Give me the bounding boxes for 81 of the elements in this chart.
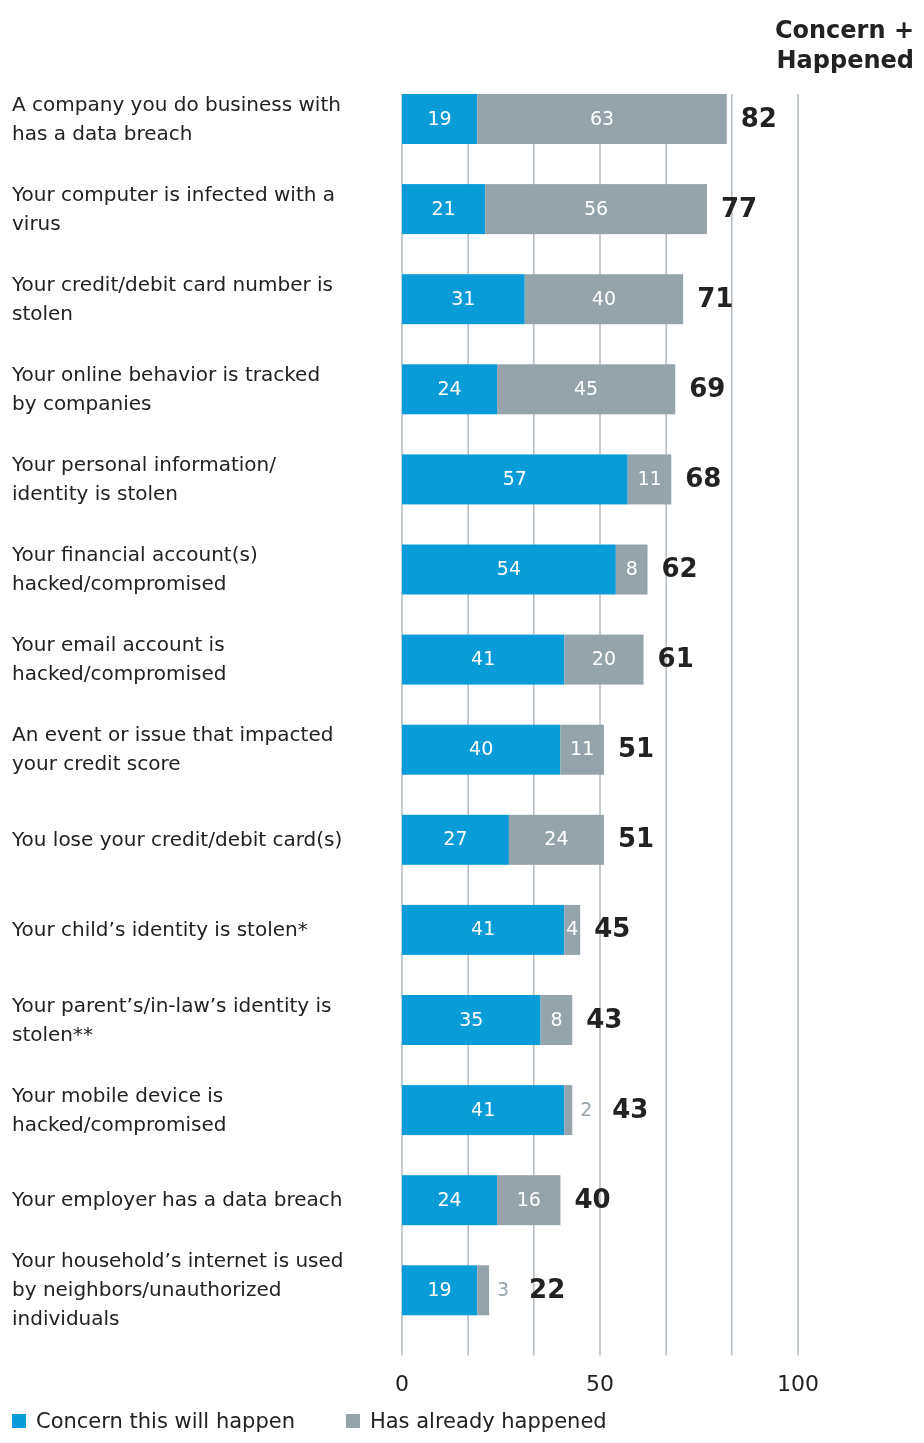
data-label: 19 xyxy=(427,1277,452,1300)
total-label: 51 xyxy=(617,823,655,854)
bar xyxy=(402,274,525,325)
data-label: 31 xyxy=(451,286,476,309)
total-label: 82 xyxy=(740,102,777,133)
y-tick-label: Your financial account(s) hacked/compromised xyxy=(11,541,258,595)
data-label: 41 xyxy=(471,917,496,940)
data-label: 16 xyxy=(516,1187,541,1210)
data-label: 11 xyxy=(570,737,595,760)
x-tick-label: 50 xyxy=(586,1371,614,1397)
total-label: 62 xyxy=(661,553,698,583)
bar xyxy=(402,634,565,685)
data-label: 8 xyxy=(550,1007,563,1030)
bar xyxy=(402,94,478,144)
y-tick-label: Your email account is hacked/compromised xyxy=(11,631,227,685)
data-label: 21 xyxy=(431,196,456,219)
data-label: 45 xyxy=(574,376,599,399)
total-label: 69 xyxy=(689,372,726,403)
y-tick-label: Your online behavior is tracked by companies xyxy=(11,361,321,415)
data-label: 11 xyxy=(637,466,662,489)
y-tick-label: Your parent’s/in-law’s identity is stolen** xyxy=(11,992,332,1045)
total-label: 51 xyxy=(617,733,655,764)
y-tick-label: Your household’s internet is used by neighbors/unauthorized individuals xyxy=(11,1247,344,1330)
bar xyxy=(477,1265,490,1316)
bar xyxy=(402,1085,565,1136)
bar xyxy=(402,724,561,775)
data-label: 20 xyxy=(591,647,617,670)
total-label: 68 xyxy=(685,462,722,493)
data-label: 3 xyxy=(497,1277,510,1300)
total-label: 71 xyxy=(697,282,734,313)
data-label: 41 xyxy=(471,647,496,670)
data-label: 57 xyxy=(502,466,527,489)
bar xyxy=(564,904,581,955)
data-label: 63 xyxy=(589,106,615,129)
data-label: 35 xyxy=(459,1007,484,1030)
bar xyxy=(402,1265,478,1316)
bar xyxy=(402,454,628,505)
total-label: 61 xyxy=(657,643,694,674)
y-tick-label: A company you do business with has a data breach xyxy=(12,91,341,144)
legend-label: Concern this will happen xyxy=(36,1409,295,1433)
data-label: 2 xyxy=(580,1097,593,1120)
data-label: 24 xyxy=(544,827,569,850)
total-label: 43 xyxy=(612,1093,649,1124)
data-label: 41 xyxy=(471,1097,496,1120)
bar xyxy=(402,995,541,1045)
data-label: 40 xyxy=(591,286,617,309)
total-label: 22 xyxy=(529,1273,566,1304)
x-tick-label: 100 xyxy=(777,1371,819,1397)
text: Concern + Happened xyxy=(774,16,914,74)
bar xyxy=(540,995,573,1045)
y-tick-label: Your personal information/ identity is stolen xyxy=(11,451,277,505)
y-tick-label: Your mobile device is hacked/compromised xyxy=(11,1082,227,1136)
bar xyxy=(564,1085,573,1136)
data-label: 24 xyxy=(437,376,462,399)
x-tick-label: 0 xyxy=(395,1371,409,1397)
y-tick-label: Your employer has a data breach xyxy=(11,1186,343,1211)
y-tick-label: An event or issue that impacted your credit score xyxy=(12,721,334,775)
data-label: 56 xyxy=(583,196,609,219)
bar xyxy=(402,544,616,595)
bar xyxy=(615,544,648,595)
bar xyxy=(402,364,498,415)
total-label: 45 xyxy=(594,913,631,944)
y-tick-label: Your computer is infected with a virus xyxy=(11,181,336,235)
data-label: 24 xyxy=(437,1187,462,1210)
data-label: 8 xyxy=(625,557,638,579)
y-tick-label: You lose your credit/debit card(s) xyxy=(11,826,343,851)
y-tick-label: Your credit/debit card number is stolen xyxy=(11,271,333,325)
total-label: 40 xyxy=(574,1183,611,1214)
y-tick-label: Your child’s identity is stolen* xyxy=(11,916,308,941)
total-label: 43 xyxy=(586,1003,623,1034)
bar xyxy=(402,1175,498,1226)
data-label: 40 xyxy=(469,737,494,760)
total-label: 77 xyxy=(720,192,758,223)
bar xyxy=(402,184,486,235)
data-label: 4 xyxy=(566,917,579,940)
bar xyxy=(402,904,565,955)
data-label: 19 xyxy=(427,106,452,129)
data-label: 54 xyxy=(496,557,522,579)
data-label: 27 xyxy=(443,827,468,850)
legend-label: Has already happened xyxy=(369,1409,607,1433)
bar xyxy=(402,814,509,865)
